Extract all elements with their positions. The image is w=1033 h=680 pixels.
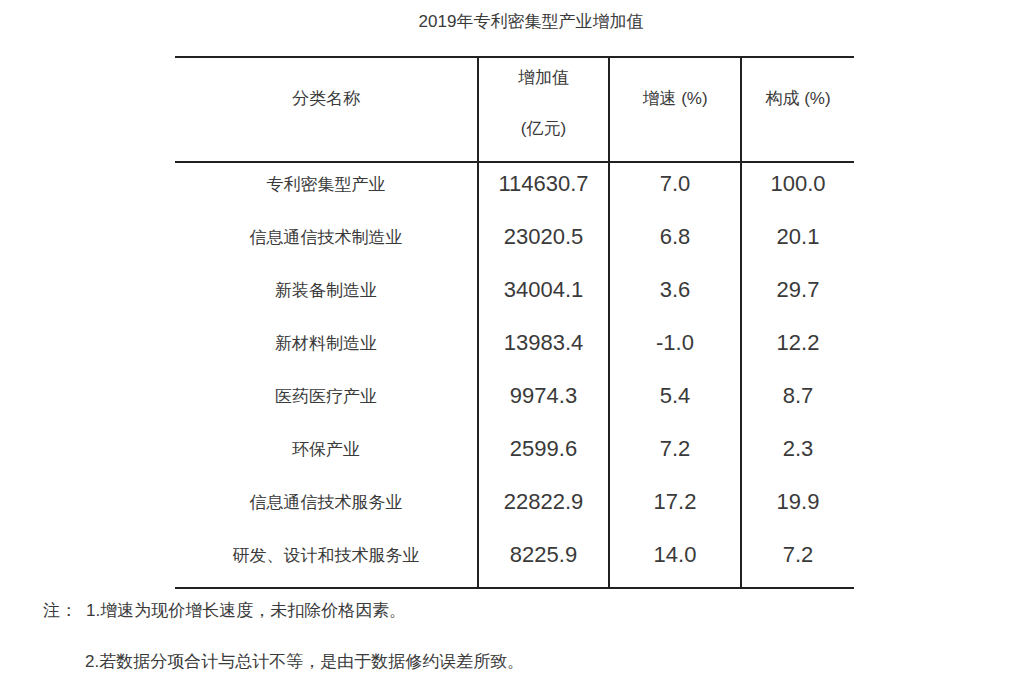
table-row: 医药医疗产业 9974.3 5.4 8.7 [175, 375, 854, 428]
table-header-row: 分类名称 增加值 (亿元) 增速 (%) 构成 (%) [175, 58, 854, 163]
footnote-2: 2.若数据分项合计与总计不等，是由于数据修约误差所致。 [85, 653, 524, 670]
row-growth-cell: 7.2 [608, 428, 740, 481]
row-share-cell: 8.7 [740, 375, 854, 428]
row-value-cell: 2599.6 [477, 428, 608, 481]
page-title: 2019年专利密集型产业增加值 [419, 12, 644, 32]
row-value-cell: 8225.9 [477, 534, 608, 587]
col-header-growth: 增速 (%) [608, 58, 740, 163]
table-row: 新材料制造业 13983.4 -1.0 12.2 [175, 322, 854, 375]
col-header-category: 分类名称 [175, 58, 477, 163]
row-category-cell: 新装备制造业 [175, 269, 477, 322]
row-share-cell: 19.9 [740, 481, 854, 534]
row-share-cell: 12.2 [740, 322, 854, 375]
footnote-1-text: 1.增速为现价增长速度，未扣除价格因素。 [86, 601, 406, 620]
row-category-cell: 专利密集型产业 [175, 163, 477, 216]
row-growth-cell: 5.4 [608, 375, 740, 428]
table-row: 专利密集型产业 114630.7 7.0 100.0 [175, 163, 854, 216]
row-category-cell: 新材料制造业 [175, 322, 477, 375]
footnote-prefix: 注： [43, 601, 77, 620]
row-value-cell: 23020.5 [477, 216, 608, 269]
row-growth-cell: -1.0 [608, 322, 740, 375]
row-value-cell: 9974.3 [477, 375, 608, 428]
col-header-share: 构成 (%) [740, 58, 854, 163]
row-value-cell: 22822.9 [477, 481, 608, 534]
row-category-cell: 信息通信技术制造业 [175, 216, 477, 269]
row-growth-cell: 6.8 [608, 216, 740, 269]
table-row: 信息通信技术制造业 23020.5 6.8 20.1 [175, 216, 854, 269]
document-page: 2019年专利密集型产业增加值 分类名称 增加值 (亿元) 增速 (%) 构成 … [0, 0, 1033, 680]
row-value-cell: 13983.4 [477, 322, 608, 375]
row-value-cell: 34004.1 [477, 269, 608, 322]
row-growth-cell: 7.0 [608, 163, 740, 216]
data-table: 分类名称 增加值 (亿元) 增速 (%) 构成 (%) 专利密集型产业 1146… [175, 56, 854, 589]
table-row: 信息通信技术服务业 22822.9 17.2 19.9 [175, 481, 854, 534]
row-share-cell: 100.0 [740, 163, 854, 216]
row-share-cell: 2.3 [740, 428, 854, 481]
table-body: 专利密集型产业 114630.7 7.0 100.0 信息通信技术制造业 230… [175, 163, 854, 587]
col-header-value: 增加值 (亿元) [477, 58, 608, 163]
col-header-value-line2: (亿元) [521, 120, 566, 137]
row-growth-cell: 14.0 [608, 534, 740, 587]
row-share-cell: 7.2 [740, 534, 854, 587]
row-share-cell: 20.1 [740, 216, 854, 269]
row-value-cell: 114630.7 [477, 163, 608, 216]
row-category-cell: 研发、设计和技术服务业 [175, 534, 477, 587]
table-row: 新装备制造业 34004.1 3.6 29.7 [175, 269, 854, 322]
col-header-value-line1: 增加值 [518, 69, 569, 86]
footnote-1: 注： 1.增速为现价增长速度，未扣除价格因素。 [43, 602, 406, 619]
row-growth-cell: 3.6 [608, 269, 740, 322]
row-category-cell: 医药医疗产业 [175, 375, 477, 428]
table-row: 研发、设计和技术服务业 8225.9 14.0 7.2 [175, 534, 854, 587]
table-row: 环保产业 2599.6 7.2 2.3 [175, 428, 854, 481]
row-growth-cell: 17.2 [608, 481, 740, 534]
row-share-cell: 29.7 [740, 269, 854, 322]
row-category-cell: 环保产业 [175, 428, 477, 481]
row-category-cell: 信息通信技术服务业 [175, 481, 477, 534]
